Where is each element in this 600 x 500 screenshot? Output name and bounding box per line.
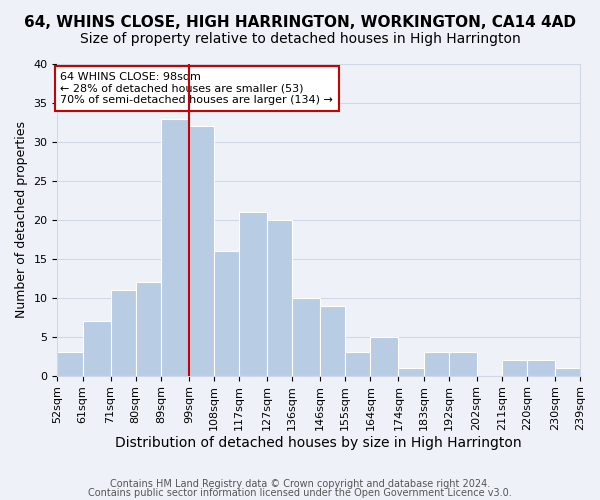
Bar (83, 321, 110, 376)
Bar (424, 352, 449, 376)
X-axis label: Distribution of detached houses by size in High Harrington: Distribution of detached houses by size … (115, 436, 522, 450)
Text: Size of property relative to detached houses in High Harrington: Size of property relative to detached ho… (80, 32, 520, 46)
Bar (555, 368, 580, 376)
Y-axis label: Number of detached properties: Number of detached properties (15, 122, 28, 318)
Bar (320, 306, 345, 376)
Bar (110, 290, 136, 376)
Bar (189, 126, 214, 376)
Bar (58, 352, 83, 376)
Text: Contains public sector information licensed under the Open Government Licence v3: Contains public sector information licen… (88, 488, 512, 498)
Bar (239, 212, 267, 376)
Bar (527, 360, 555, 376)
Text: 64 WHINS CLOSE: 98sqm
← 28% of detached houses are smaller (53)
70% of semi-deta: 64 WHINS CLOSE: 98sqm ← 28% of detached … (60, 72, 333, 105)
Bar (161, 118, 189, 376)
Bar (502, 360, 527, 376)
Text: Contains HM Land Registry data © Crown copyright and database right 2024.: Contains HM Land Registry data © Crown c… (110, 479, 490, 489)
Bar (267, 220, 292, 376)
Bar (345, 352, 370, 376)
Bar (292, 298, 320, 376)
Bar (370, 337, 398, 376)
Text: 64, WHINS CLOSE, HIGH HARRINGTON, WORKINGTON, CA14 4AD: 64, WHINS CLOSE, HIGH HARRINGTON, WORKIN… (24, 15, 576, 30)
Bar (398, 368, 424, 376)
Bar (449, 352, 476, 376)
Bar (136, 282, 161, 376)
Bar (214, 251, 239, 376)
